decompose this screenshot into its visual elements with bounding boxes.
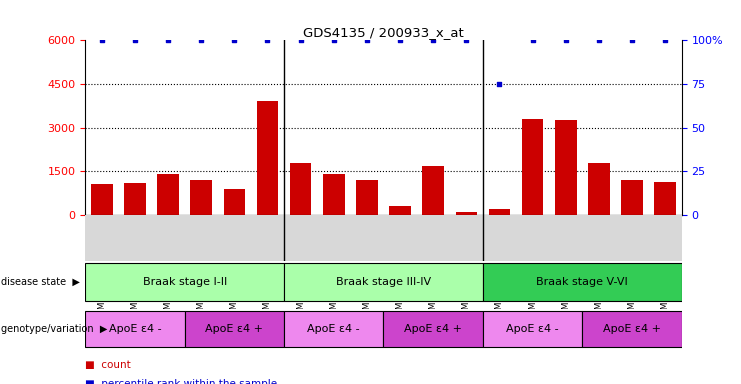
Point <box>394 37 406 43</box>
Bar <box>483 263 682 301</box>
Point <box>96 37 107 43</box>
Point <box>228 37 240 43</box>
Bar <box>522 119 543 215</box>
Point <box>494 81 505 87</box>
Bar <box>256 101 279 215</box>
Point <box>428 37 439 43</box>
Point <box>361 37 373 43</box>
Bar <box>488 209 511 215</box>
Text: Braak stage I-II: Braak stage I-II <box>142 277 227 287</box>
Point <box>559 37 571 43</box>
Point <box>162 37 174 43</box>
Bar <box>621 180 642 215</box>
Text: ■  percentile rank within the sample: ■ percentile rank within the sample <box>85 379 277 384</box>
Bar <box>323 174 345 215</box>
Text: disease state  ▶: disease state ▶ <box>1 277 80 287</box>
Bar <box>284 263 483 301</box>
Point <box>328 37 339 43</box>
Bar <box>483 311 582 348</box>
Text: ■  count: ■ count <box>85 360 131 370</box>
Bar <box>456 212 477 215</box>
Point <box>196 37 207 43</box>
Text: Braak stage V-VI: Braak stage V-VI <box>536 277 628 287</box>
Point <box>262 37 273 43</box>
Text: ApoE ε4 -: ApoE ε4 - <box>308 324 360 334</box>
Text: ApoE ε4 +: ApoE ε4 + <box>205 324 263 334</box>
Point <box>295 37 307 43</box>
Point <box>460 37 472 43</box>
Bar <box>91 184 113 215</box>
Point <box>659 37 671 43</box>
Bar <box>384 311 483 348</box>
Bar <box>555 121 576 215</box>
Text: Braak stage III-IV: Braak stage III-IV <box>336 277 431 287</box>
Text: genotype/variation  ▶: genotype/variation ▶ <box>1 324 108 334</box>
Point <box>593 37 605 43</box>
Bar <box>157 174 179 215</box>
Bar <box>422 166 444 215</box>
Bar <box>389 206 411 215</box>
Bar <box>356 180 378 215</box>
Bar <box>290 163 311 215</box>
Bar <box>582 311 682 348</box>
Title: GDS4135 / 200933_x_at: GDS4135 / 200933_x_at <box>303 26 464 39</box>
Bar <box>85 263 284 301</box>
Point <box>129 37 141 43</box>
Bar <box>124 183 146 215</box>
Point <box>626 37 638 43</box>
Bar <box>190 180 212 215</box>
Bar <box>85 311 185 348</box>
Bar <box>284 311 384 348</box>
Text: ApoE ε4 -: ApoE ε4 - <box>506 324 559 334</box>
Bar <box>654 182 676 215</box>
Bar <box>588 163 610 215</box>
Text: ApoE ε4 +: ApoE ε4 + <box>404 324 462 334</box>
Text: ApoE ε4 +: ApoE ε4 + <box>603 324 661 334</box>
Bar <box>185 311 284 348</box>
Bar <box>224 189 245 215</box>
Point <box>527 37 539 43</box>
Text: ApoE ε4 -: ApoE ε4 - <box>109 324 162 334</box>
